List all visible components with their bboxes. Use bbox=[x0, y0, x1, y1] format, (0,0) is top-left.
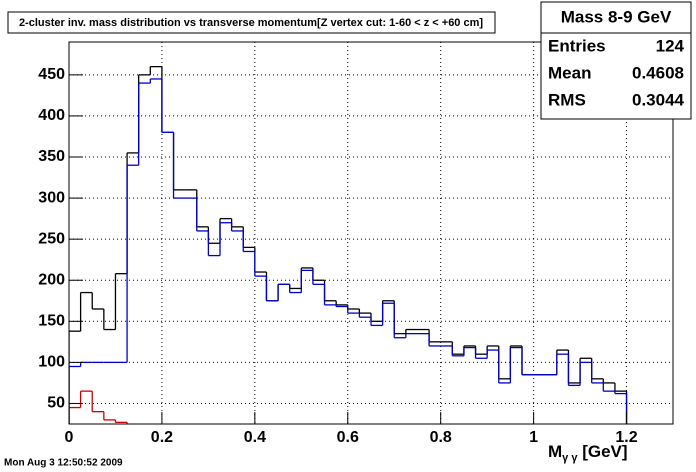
stats-label: Mean bbox=[548, 63, 591, 82]
stats-value: 0.4608 bbox=[632, 63, 684, 82]
x-axis-label: Mγ γ [GeV] bbox=[548, 442, 628, 466]
stats-box: Mass 8-9 GeV Entries 124 Mean 0.4608 RMS 0.30… bbox=[540, 1, 692, 120]
frame bbox=[68, 41, 674, 425]
histogram-series bbox=[69, 390, 128, 424]
y-tick-label: 150 bbox=[38, 313, 65, 330]
y-tick-label: 450 bbox=[38, 66, 65, 83]
stats-label: RMS bbox=[548, 90, 586, 109]
x-tick-label: 0.4 bbox=[244, 429, 266, 446]
x-tick-label: 0 bbox=[65, 429, 74, 446]
y-tick-label: 250 bbox=[38, 230, 65, 247]
x-tick-label: 0.2 bbox=[151, 429, 173, 446]
y-tick-label: 300 bbox=[38, 189, 65, 206]
y-tick-label: 50 bbox=[47, 395, 65, 412]
y-tick-label: 400 bbox=[38, 107, 65, 124]
footer: Mon Aug 3 12:50:52 2009 bbox=[4, 458, 123, 469]
stats-value: 124 bbox=[656, 36, 685, 55]
y-tick-label: 350 bbox=[38, 148, 65, 165]
x-tick-label: 1.2 bbox=[615, 429, 637, 446]
x-tick-label: 0.8 bbox=[430, 429, 452, 446]
stats-label: Entries bbox=[548, 36, 606, 55]
x-label-unit: [GeV] bbox=[582, 442, 627, 461]
chart-title: 2-cluster inv. mass distribution vs tran… bbox=[19, 17, 483, 29]
histogram-series bbox=[69, 78, 628, 424]
plot bbox=[69, 42, 673, 424]
x-label-main: M bbox=[548, 442, 562, 461]
stats-title: Mass 8-9 GeV bbox=[561, 7, 672, 26]
y-tick-label: 200 bbox=[38, 271, 65, 288]
stats-frame bbox=[540, 1, 692, 120]
title-box bbox=[7, 11, 496, 34]
x-tick-label: 1 bbox=[529, 429, 538, 446]
x-label-sub: γ γ bbox=[562, 452, 578, 464]
stats-value: 0.3044 bbox=[632, 90, 685, 109]
x-tick-label: 0.6 bbox=[337, 429, 359, 446]
y-tick-label: 100 bbox=[38, 354, 65, 371]
